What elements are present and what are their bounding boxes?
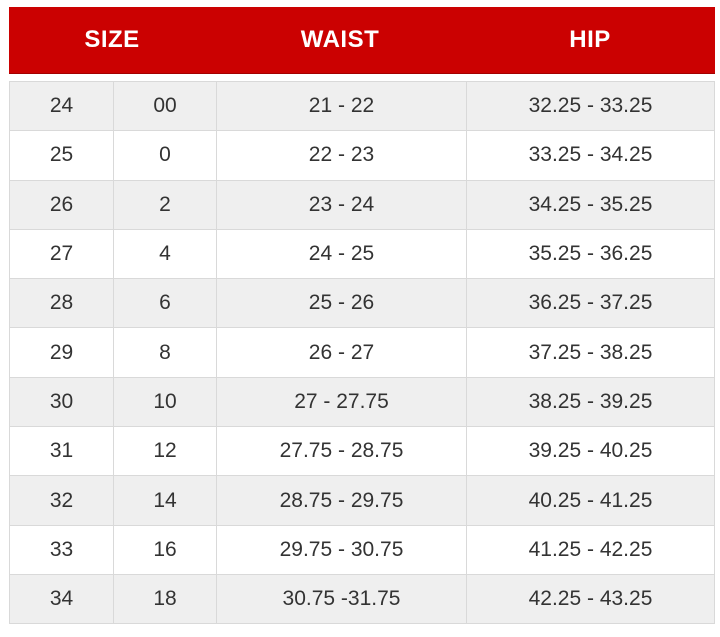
table-row: 30 10 27 - 27.75 38.25 - 39.25	[10, 376, 714, 427]
size-cell: 30	[49, 389, 74, 413]
waist-cell: 21 - 22	[216, 82, 466, 131]
waist-cell: 23 - 24	[216, 180, 466, 229]
size-chart-table: SIZE WAIST HIP 24 00 21 - 22 32.25 - 33.…	[9, 7, 715, 625]
hip-cell: 35.25 - 36.25	[466, 229, 714, 279]
us-size-cell: 16	[113, 525, 216, 574]
waist-cell: 25 - 26	[216, 279, 466, 328]
table-header: SIZE WAIST HIP	[9, 7, 715, 74]
size-cell: 27	[49, 242, 74, 266]
table-row: 29 8 26 - 27 37.25 - 38.25	[10, 327, 714, 377]
size-cell: 26	[49, 192, 74, 216]
us-size-cell: 8	[113, 328, 216, 377]
us-size-cell: 2	[113, 180, 216, 229]
hip-cell: 39.25 - 40.25	[466, 427, 714, 476]
header-waist: WAIST	[300, 26, 380, 53]
us-size-cell: 18	[113, 574, 216, 624]
size-cell: 31	[49, 439, 74, 463]
waist-cell: 26 - 27	[216, 328, 466, 377]
us-size-cell: 00	[113, 82, 216, 131]
size-cell: 28	[49, 291, 74, 315]
size-cell: 25	[49, 143, 74, 167]
waist-cell: 30.75 -31.75	[216, 574, 466, 624]
us-size-cell: 0	[113, 131, 216, 180]
table-row: 34 18 30.75 -31.75 42.25 - 43.25	[10, 573, 714, 624]
hip-cell: 41.25 - 42.25	[466, 525, 714, 574]
waist-cell: 22 - 23	[216, 131, 466, 180]
table-row: 28 6 25 - 26 36.25 - 37.25	[10, 278, 714, 328]
hip-cell: 38.25 - 39.25	[466, 377, 714, 427]
table-row: 33 16 29.75 - 30.75 41.25 - 42.25	[10, 524, 714, 574]
table-row: 24 00 21 - 22 32.25 - 33.25	[10, 82, 714, 131]
size-cell: 34	[49, 587, 74, 611]
size-cell: 24	[49, 94, 74, 118]
waist-cell: 24 - 25	[216, 229, 466, 279]
waist-cell: 27 - 27.75	[216, 377, 466, 427]
size-cell: 32	[49, 488, 74, 512]
table-row: 26 2 23 - 24 34.25 - 35.25	[10, 179, 714, 229]
size-cell: 33	[49, 537, 74, 561]
hip-cell: 42.25 - 43.25	[466, 574, 714, 624]
hip-cell: 40.25 - 41.25	[466, 476, 714, 525]
table-row: 31 12 27.75 - 28.75 39.25 - 40.25	[10, 426, 714, 476]
us-size-cell: 14	[113, 476, 216, 525]
hip-cell: 37.25 - 38.25	[466, 328, 714, 377]
hip-cell: 32.25 - 33.25	[466, 82, 714, 131]
us-size-cell: 10	[113, 377, 216, 427]
waist-cell: 27.75 - 28.75	[216, 427, 466, 476]
size-cell: 29	[49, 340, 74, 364]
hip-cell: 33.25 - 34.25	[466, 131, 714, 180]
table-row: 32 14 28.75 - 29.75 40.25 - 41.25	[10, 475, 714, 525]
header-size: SIZE	[84, 26, 140, 53]
waist-cell: 29.75 - 30.75	[216, 525, 466, 574]
header-hip: HIP	[569, 26, 611, 53]
us-size-cell: 6	[113, 279, 216, 328]
table-body: 24 00 21 - 22 32.25 - 33.25 25 0 22 - 23…	[9, 81, 715, 625]
waist-cell: 28.75 - 29.75	[216, 476, 466, 525]
table-row: 25 0 22 - 23 33.25 - 34.25	[10, 130, 714, 180]
us-size-cell: 12	[113, 427, 216, 476]
hip-cell: 36.25 - 37.25	[466, 279, 714, 328]
table-row: 27 4 24 - 25 35.25 - 36.25	[10, 228, 714, 279]
us-size-cell: 4	[113, 229, 216, 279]
hip-cell: 34.25 - 35.25	[466, 180, 714, 229]
